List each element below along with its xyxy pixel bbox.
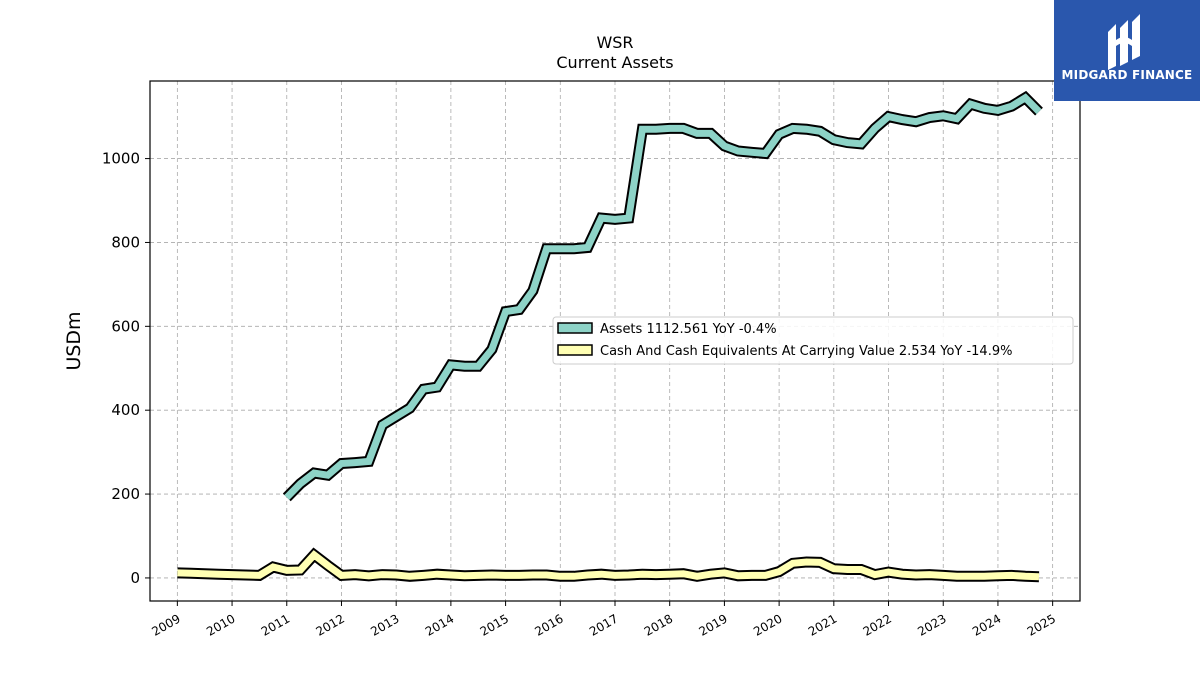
legend-entry-cash: Cash And Cash Equivalents At Carrying Va…: [600, 344, 1012, 359]
y-tick-label: 800: [111, 233, 140, 251]
x-tick-label: 2022: [861, 611, 894, 638]
x-tick-label: 2019: [696, 611, 729, 638]
legend-box: [552, 316, 1074, 365]
legend-swatch-cash: [557, 344, 593, 356]
legend-swatch-assets: [557, 322, 593, 334]
x-tick-label: 2011: [259, 611, 292, 638]
y-axis-label: USDm: [63, 311, 85, 370]
x-tick-label: 2016: [532, 611, 565, 638]
x-tick-label: 2015: [478, 611, 511, 638]
x-tick-label: 2009: [149, 611, 182, 638]
brand-badge: MIDGARD FINANCE: [1054, 0, 1200, 101]
series-line-0: [284, 93, 1042, 500]
legend-entry-assets: Assets 1112.561 YoY -0.4%: [600, 322, 777, 337]
x-axis-ticks: 2009 2010 2011 2012 2013 2014 2015 2016 2017 2018…: [149, 601, 1058, 639]
y-axis-ticks: 0 200 400 600 800 1000: [102, 150, 150, 587]
series-line-1: [177, 550, 1040, 581]
brand-name: MIDGARD FINANCE: [1061, 68, 1193, 82]
midgard-logo-icon: [1108, 14, 1140, 70]
x-tick-label: 2025: [1025, 611, 1058, 638]
chart-subtitle: Current Assets: [556, 53, 673, 72]
x-tick-label: 2014: [423, 611, 456, 638]
x-tick-label: 2018: [642, 611, 675, 638]
y-tick-label: 0: [130, 569, 140, 587]
x-tick-label: 2010: [204, 611, 237, 638]
legend: Assets 1112.561 YoY -0.4% Cash And Cash …: [552, 316, 1074, 365]
series-lines: [177, 90, 1043, 583]
chart-title: WSR: [596, 33, 633, 52]
y-tick-label: 1000: [102, 150, 140, 168]
x-tick-label: 2023: [915, 611, 948, 638]
y-tick-label: 200: [111, 485, 140, 503]
x-tick-label: 2020: [751, 611, 784, 638]
x-tick-label: 2017: [587, 611, 620, 638]
y-tick-label: 400: [111, 401, 140, 419]
y-tick-label: 600: [111, 317, 140, 335]
series-outline-0: [282, 90, 1043, 502]
x-tick-label: 2021: [806, 611, 839, 638]
x-tick-label: 2013: [368, 611, 401, 638]
x-tick-label: 2024: [970, 611, 1003, 638]
x-tick-label: 2012: [314, 611, 347, 638]
